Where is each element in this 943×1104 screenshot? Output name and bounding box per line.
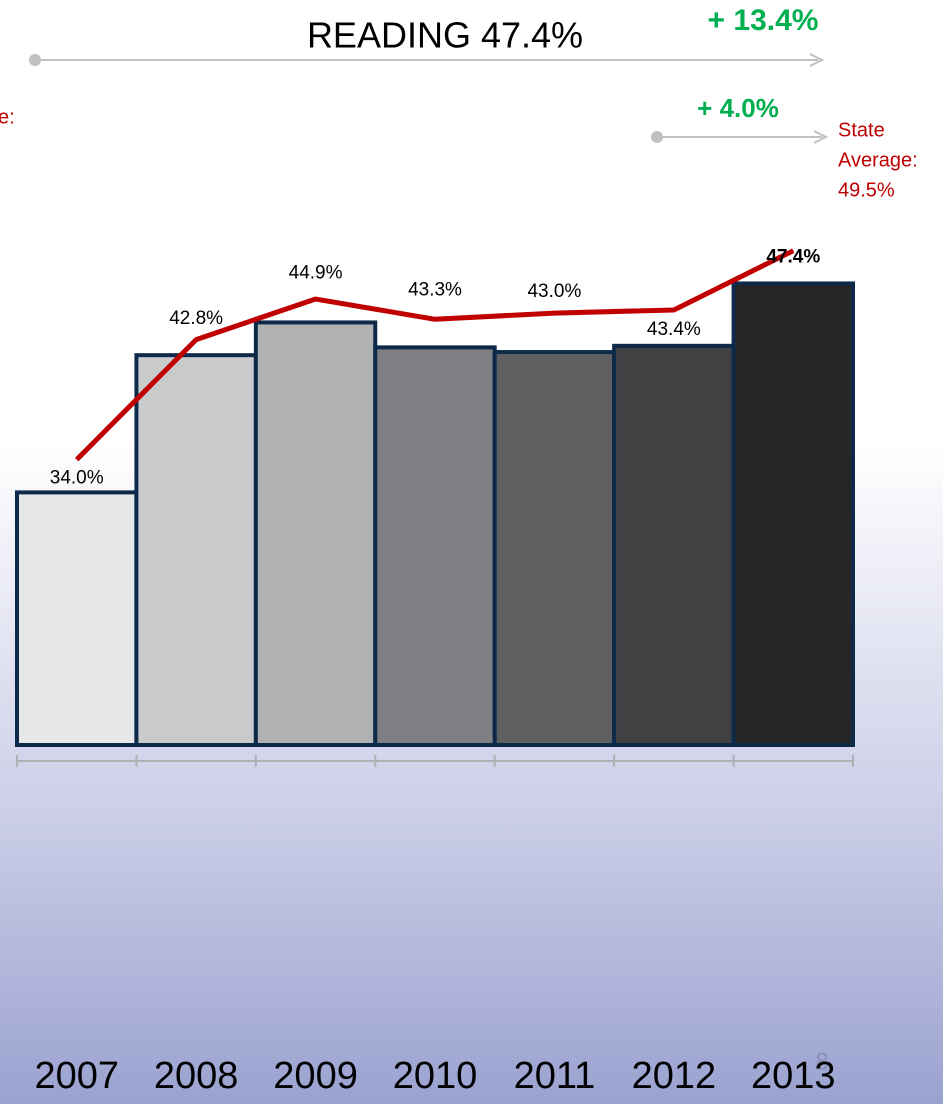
state-label: State xyxy=(838,119,885,141)
state-average-line xyxy=(74,248,795,462)
bar xyxy=(373,345,497,747)
data-label: 47.4% xyxy=(766,246,820,267)
cut-label: e: xyxy=(0,106,15,128)
chart-title: READING 47.4% xyxy=(307,15,583,56)
bar xyxy=(134,353,258,747)
data-label: 43.0% xyxy=(527,281,581,302)
x-tick-label: 2013 xyxy=(751,1055,836,1097)
state-label: Average: xyxy=(838,149,918,171)
data-label: 42.8% xyxy=(169,308,223,329)
arrow-head xyxy=(809,53,825,67)
x-tick-label: 2010 xyxy=(393,1055,478,1097)
x-tick-label: 2012 xyxy=(632,1055,717,1097)
change-year: + 4.0% xyxy=(697,93,779,123)
data-label: 44.9% xyxy=(289,262,343,283)
bar xyxy=(492,350,617,747)
data-label: 34.0% xyxy=(50,467,104,488)
bar xyxy=(731,281,855,747)
bar xyxy=(612,343,736,747)
x-tick-label: 2008 xyxy=(154,1055,239,1097)
data-label: 43.3% xyxy=(408,279,462,300)
x-tick-label: 2009 xyxy=(273,1055,358,1097)
arrow-head xyxy=(813,130,829,144)
data-label: 43.4% xyxy=(647,319,701,340)
state-label: 49.5% xyxy=(838,179,895,201)
change-overall: + 13.4% xyxy=(708,4,819,37)
bar xyxy=(253,320,378,747)
x-tick-label: 2007 xyxy=(34,1055,119,1097)
bar xyxy=(15,490,139,747)
page-number: 8 xyxy=(815,1048,828,1075)
x-tick-label: 2011 xyxy=(514,1055,596,1097)
